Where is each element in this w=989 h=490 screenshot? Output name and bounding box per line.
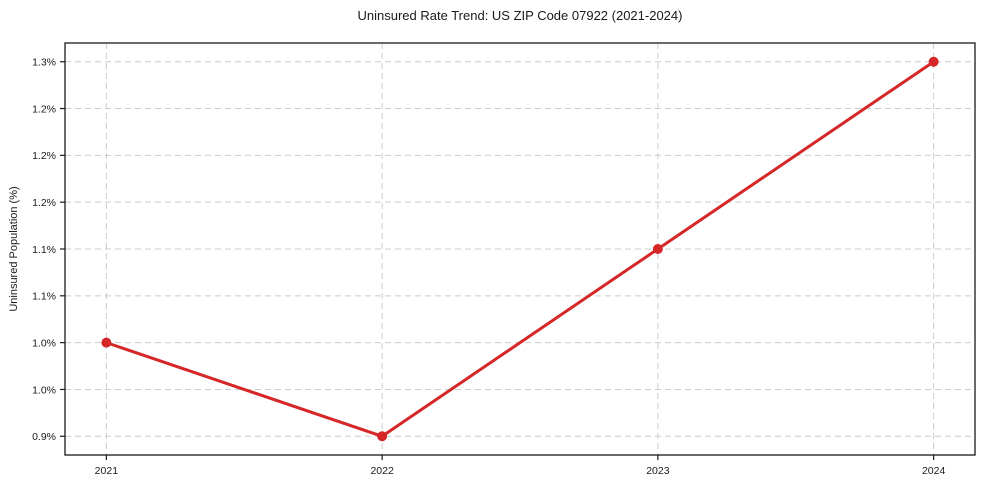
y-tick-label: 0.9%: [32, 431, 56, 443]
data-point-marker: [928, 56, 939, 67]
x-tick-label: 2024: [922, 465, 946, 477]
x-tick-label: 2022: [370, 465, 394, 477]
y-tick-label: 1.0%: [32, 337, 56, 349]
y-tick-label: 1.2%: [32, 103, 56, 115]
chart-title: Uninsured Rate Trend: US ZIP Code 07922 …: [357, 8, 683, 23]
x-tick-label: 2021: [95, 465, 119, 477]
x-tick-label: 2023: [646, 465, 670, 477]
trend-line: [104, 60, 936, 438]
data-point-marker: [101, 337, 112, 348]
data-point-marker: [652, 244, 663, 254]
y-tick-label: 1.2%: [32, 197, 56, 209]
y-tick-label: 1.2%: [32, 150, 56, 162]
y-tick-label: 1.1%: [32, 244, 56, 256]
data-point-marker: [377, 431, 388, 442]
y-tick-label: 1.3%: [32, 57, 56, 69]
y-tick-label: 1.1%: [32, 291, 56, 303]
y-tick-label: 1.0%: [32, 384, 56, 396]
